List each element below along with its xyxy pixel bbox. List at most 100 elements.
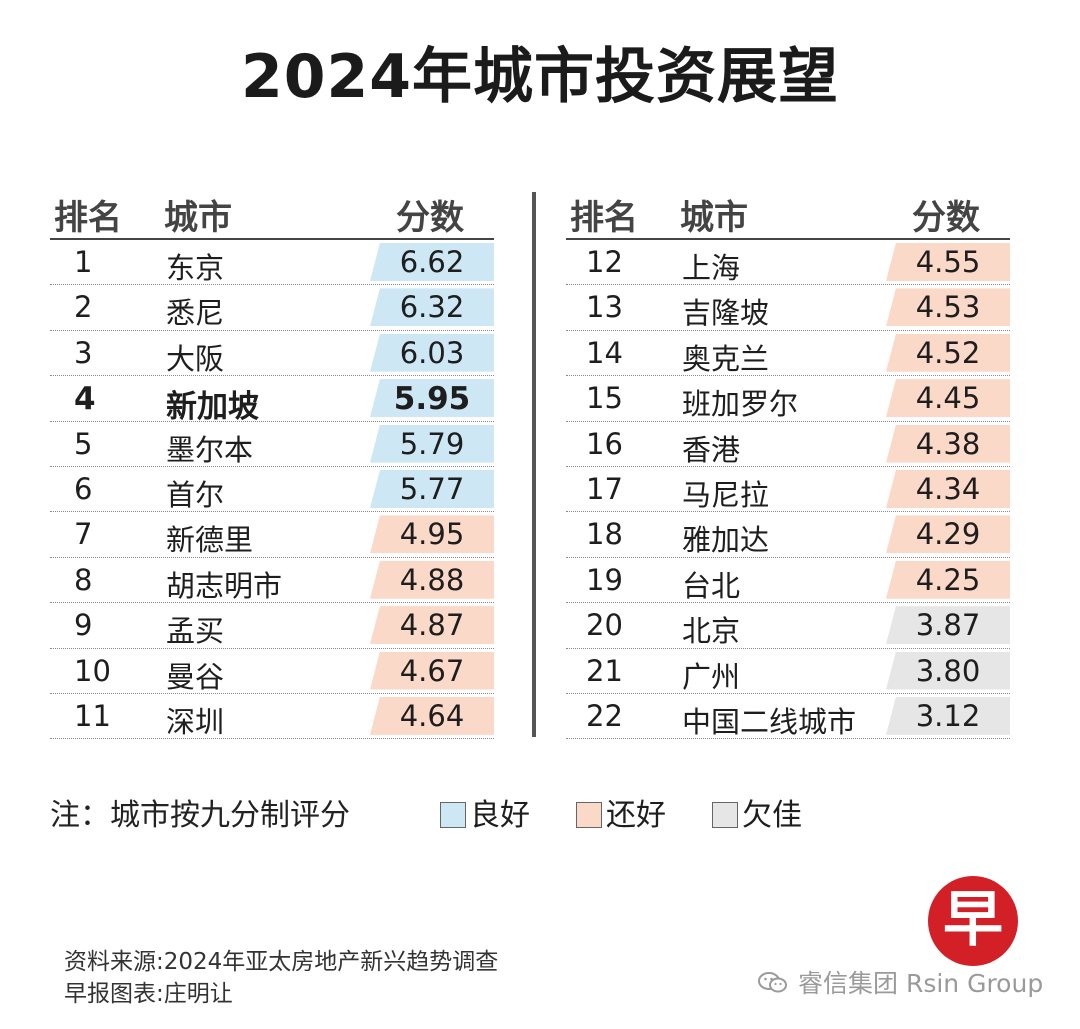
- legend-good: 良好: [440, 790, 530, 834]
- rank-cell: 3: [74, 335, 93, 370]
- score-highlight-poor: [886, 651, 1010, 690]
- city-cell: 上海: [682, 251, 741, 285]
- zaobao-logo: 早: [928, 876, 1018, 966]
- score-highlight-good: [370, 469, 494, 508]
- table-row: 22 中国二线城市 3.12: [566, 694, 1010, 740]
- header-city: 城市: [680, 198, 748, 238]
- rank-cell: 11: [74, 698, 111, 733]
- table-header: 排名 城市 分数: [566, 188, 1010, 240]
- score-cell: 4.45: [915, 381, 981, 416]
- score-cell: 5.77: [399, 471, 465, 506]
- score-highlight-poor: [886, 696, 1010, 735]
- city-cell: 广州: [682, 659, 741, 694]
- header-rank: 排名: [54, 198, 122, 238]
- rank-cell: 5: [74, 426, 93, 461]
- table-row: 3 大阪 6.03: [50, 331, 494, 377]
- score-highlight-ok: [886, 288, 1010, 327]
- header-score: 分数: [396, 198, 464, 238]
- score-highlight-ok: [886, 469, 1010, 508]
- table-row: 13 吉隆坡 4.53: [566, 285, 1010, 331]
- table-row: 8 胡志明市 4.88: [50, 558, 494, 604]
- city-cell: 中国二线城市: [682, 704, 857, 739]
- city-cell: 深圳: [166, 704, 225, 739]
- rank-cell: 1: [74, 245, 93, 279]
- score-cell: 3.12: [915, 698, 981, 733]
- header-score: 分数: [912, 198, 980, 238]
- legend-label-good: 良好: [470, 798, 530, 833]
- city-cell: 东京: [166, 251, 225, 285]
- header-city: 城市: [164, 198, 232, 238]
- legend-poor: 欠佳: [712, 790, 802, 834]
- score-highlight-ok: [886, 379, 1010, 418]
- table-row: 20 北京 3.87: [566, 603, 1010, 649]
- city-cell: 北京: [682, 614, 741, 649]
- table-row: 5 墨尔本 5.79: [50, 422, 494, 467]
- score-cell: 4.34: [915, 471, 981, 506]
- score-cell: 6.03: [399, 335, 465, 370]
- table-row: 17 马尼拉 4.34: [566, 467, 1010, 513]
- table-row: 6 首尔 5.77: [50, 467, 494, 513]
- ranking-table-right: 排名 城市 分数 12 上海 4.55 13 吉隆坡 4.53 14 奥克兰 4.52 15 班加罗…: [566, 188, 1010, 740]
- score-cell: 3.87: [915, 608, 981, 643]
- score-cell: 4.87: [399, 608, 465, 643]
- city-cell: 吉隆坡: [682, 296, 770, 331]
- city-cell: 台北: [682, 568, 741, 603]
- table-row: 19 台北 4.25: [566, 558, 1010, 604]
- rank-cell: 13: [586, 290, 623, 325]
- table-row: 15 班加罗尔 4.45: [566, 376, 1010, 422]
- table-row: 2 悉尼 6.32: [50, 285, 494, 331]
- header-rank: 排名: [570, 198, 638, 238]
- score-highlight-ok: [886, 515, 1010, 554]
- score-highlight-good: [370, 379, 494, 418]
- rank-cell: 4: [74, 381, 96, 418]
- rank-cell: 17: [586, 471, 623, 506]
- table-header: 排名 城市 分数: [50, 188, 494, 240]
- page-title: 2024年城市投资展望: [241, 42, 839, 112]
- score-cell: 4.64: [399, 698, 465, 733]
- table-row: 12 上海 4.55: [566, 240, 1010, 286]
- table-row: 18 雅加达 4.29: [566, 512, 1010, 558]
- score-highlight-ok: [370, 651, 494, 690]
- table-row: 11 深圳 4.64: [50, 694, 494, 740]
- credit-line: 早报图表:庄明让: [64, 981, 233, 1007]
- ranking-table-left: 排名 城市 分数 1 东京 6.62 2 悉尼 6.32 3 大阪 6.03 4 新加坡 5.95 5 墨…: [50, 188, 494, 740]
- city-cell: 奥克兰: [682, 341, 770, 376]
- city-cell: 新加坡: [166, 389, 259, 426]
- rank-cell: 2: [74, 290, 93, 325]
- score-highlight-good: [370, 243, 494, 281]
- score-cell: 4.53: [915, 290, 981, 325]
- city-cell: 香港: [682, 432, 741, 467]
- table-row: 16 香港 4.38: [566, 422, 1010, 467]
- score-cell: 4.38: [915, 426, 981, 461]
- score-highlight-ok: [370, 606, 494, 645]
- rank-cell: 20: [586, 608, 623, 643]
- city-cell: 首尔: [166, 477, 225, 512]
- score-cell: 6.32: [399, 290, 465, 325]
- city-cell: 新德里: [166, 523, 254, 558]
- score-highlight-ok: [886, 560, 1010, 599]
- city-cell: 孟买: [166, 614, 225, 649]
- rank-cell: 9: [74, 608, 93, 643]
- score-highlight-good: [370, 333, 494, 372]
- table-row: 1 东京 6.62: [50, 240, 494, 286]
- rank-cell: 19: [586, 562, 623, 597]
- table-row: 14 奥克兰 4.52: [566, 331, 1010, 377]
- score-cell: 5.79: [399, 426, 465, 461]
- score-cell: 5.95: [393, 381, 471, 418]
- score-highlight-ok: [370, 560, 494, 599]
- score-highlight-ok: [370, 696, 494, 735]
- score-cell: 4.55: [915, 245, 981, 279]
- score-cell: 4.88: [399, 562, 465, 597]
- score-cell: 4.95: [399, 517, 465, 552]
- rank-cell: 10: [74, 653, 111, 688]
- city-cell: 胡志明市: [166, 568, 283, 603]
- rank-cell: 7: [74, 517, 93, 552]
- watermark-text: 睿信集团 Rsin Group: [798, 969, 1044, 998]
- legend-ok: 还好: [576, 790, 666, 834]
- rank-cell: 21: [586, 653, 623, 688]
- legend-swatch-poor: [712, 802, 738, 828]
- score-highlight-good: [370, 424, 494, 463]
- score-highlight-ok: [370, 515, 494, 554]
- score-highlight-ok: [886, 333, 1010, 372]
- legend-label-ok: 还好: [606, 798, 666, 833]
